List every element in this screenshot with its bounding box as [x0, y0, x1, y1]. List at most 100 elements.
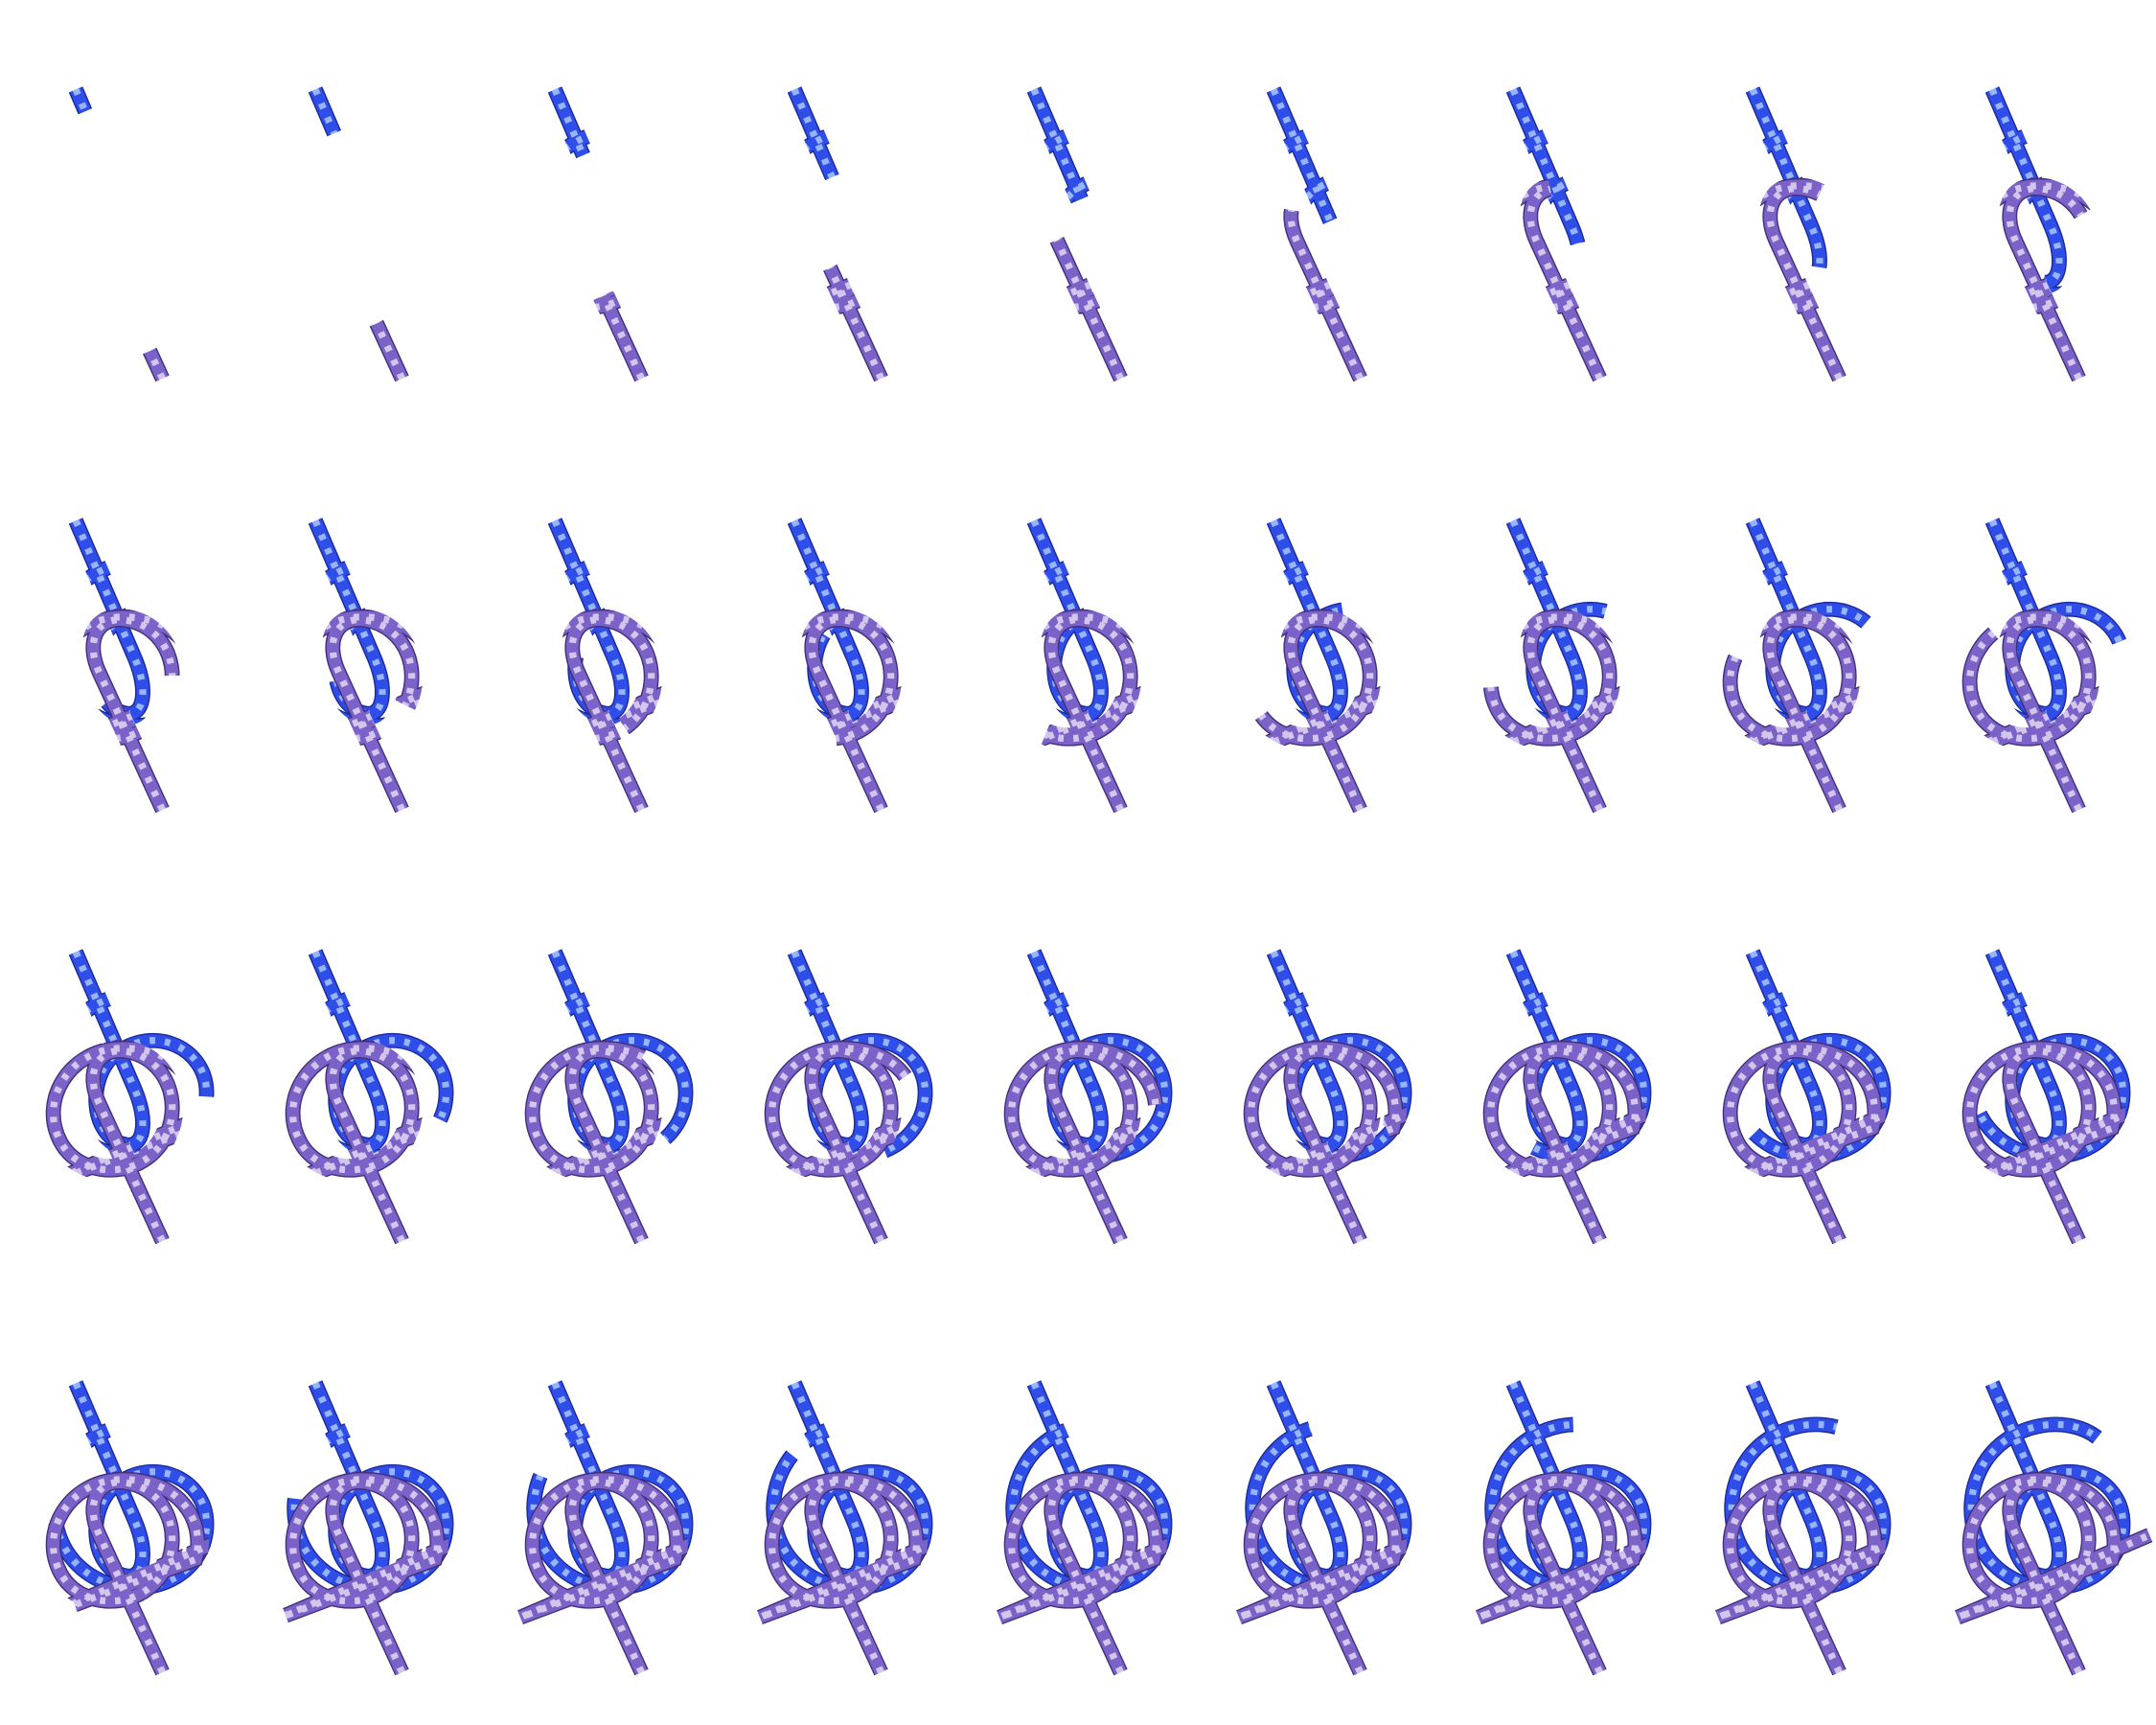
purple-rope — [1714, 1041, 1915, 1245]
rope-pattern — [39, 613, 236, 812]
rope-pattern — [39, 182, 236, 380]
purple-rope — [996, 1472, 1196, 1676]
frame — [1954, 949, 2154, 1245]
rope-pattern — [998, 1476, 1194, 1674]
purple-rope — [756, 1472, 956, 1676]
purple-rope — [996, 610, 1196, 814]
purple-rope — [1954, 610, 2154, 814]
rope-pattern — [1009, 518, 1169, 729]
rope-pattern — [758, 182, 954, 380]
purple-rope — [37, 1041, 238, 1245]
rope-pattern — [1009, 87, 1169, 298]
purple-rope — [1714, 178, 1915, 382]
frame — [277, 518, 477, 814]
rope-pattern — [1956, 1476, 2152, 1674]
purple-rope — [1235, 1472, 1435, 1676]
rope-pattern — [51, 87, 211, 298]
rope-pattern — [51, 1381, 211, 1592]
purple-rope — [996, 178, 1196, 382]
rope-pattern — [518, 1045, 715, 1243]
frame — [1235, 949, 1435, 1245]
frame — [277, 1380, 477, 1676]
purple-rope — [1235, 1041, 1435, 1245]
rope-pattern — [279, 182, 475, 380]
rope-pattern — [1956, 613, 2152, 812]
purple-rope — [1235, 610, 1435, 814]
frame — [756, 1380, 956, 1676]
rope-pattern — [518, 182, 715, 380]
purple-rope — [277, 1041, 477, 1245]
rope-pattern — [769, 87, 929, 298]
frame — [1714, 949, 1915, 1245]
purple-rope — [37, 1472, 238, 1676]
purple-rope — [756, 178, 956, 382]
rope-pattern — [290, 1381, 450, 1592]
frame — [37, 518, 238, 814]
frame — [1475, 949, 1675, 1245]
rope-pattern — [1477, 613, 1673, 812]
purple-rope — [756, 1041, 956, 1245]
frame — [516, 518, 717, 814]
frame — [756, 518, 956, 814]
rope-pattern — [290, 950, 450, 1161]
rope-pattern — [39, 1476, 236, 1674]
rope-pattern — [769, 1381, 929, 1592]
rope-pattern — [1967, 518, 2127, 729]
rope-pattern — [1488, 1381, 1648, 1592]
frame — [1954, 86, 2154, 382]
rope-pattern — [279, 1476, 475, 1674]
rope-pattern — [998, 613, 1194, 812]
rope-pattern — [1477, 1476, 1673, 1674]
rope-pattern — [290, 518, 450, 729]
purple-rope — [37, 610, 238, 814]
rope-pattern — [1237, 1476, 1434, 1674]
frame — [996, 1380, 1196, 1676]
purple-rope — [1714, 1472, 1915, 1676]
rope-pattern — [1488, 950, 1648, 1161]
purple-rope — [1475, 1472, 1675, 1676]
rope-pattern — [1488, 87, 1648, 298]
frame — [1475, 518, 1675, 814]
rope-pattern — [1237, 613, 1434, 812]
rope-pattern — [1716, 1476, 1913, 1674]
purple-rope — [277, 1472, 477, 1676]
rope-pattern — [1967, 950, 2127, 1161]
rope-pattern — [518, 1476, 715, 1674]
rope-pattern — [530, 87, 690, 298]
frame — [1714, 86, 1915, 382]
rope-pattern — [758, 1476, 954, 1674]
frame — [756, 86, 956, 382]
rope-pattern — [51, 518, 211, 729]
rope-pattern — [998, 1045, 1194, 1243]
rope-pattern — [1477, 182, 1673, 380]
purple-rope — [277, 610, 477, 814]
frame — [996, 518, 1196, 814]
purple-rope — [1475, 610, 1675, 814]
rope-pattern — [290, 87, 450, 298]
rope-pattern — [1477, 1045, 1673, 1243]
purple-rope — [756, 610, 956, 814]
rope-pattern — [1716, 613, 1913, 812]
frame — [996, 949, 1196, 1245]
rope-pattern — [51, 950, 211, 1161]
rope-pattern — [1249, 950, 1409, 1161]
purple-rope — [1235, 178, 1435, 382]
frame — [1954, 1380, 2154, 1676]
purple-rope — [516, 1472, 717, 1676]
rope-pattern — [1728, 1381, 1888, 1592]
rope-pattern — [518, 613, 715, 812]
purple-rope — [277, 178, 477, 382]
purple-rope — [516, 178, 717, 382]
frame — [756, 949, 956, 1245]
frame — [1475, 86, 1675, 382]
rope-pattern — [530, 518, 690, 729]
rope-pattern — [1967, 87, 2127, 298]
frame — [1954, 518, 2154, 814]
frame — [996, 86, 1196, 382]
rope-pattern — [1237, 1045, 1434, 1243]
rope-pattern — [1728, 950, 1888, 1161]
purple-rope — [516, 610, 717, 814]
rope-pattern — [1956, 1045, 2152, 1243]
purple-rope — [1475, 1041, 1675, 1245]
